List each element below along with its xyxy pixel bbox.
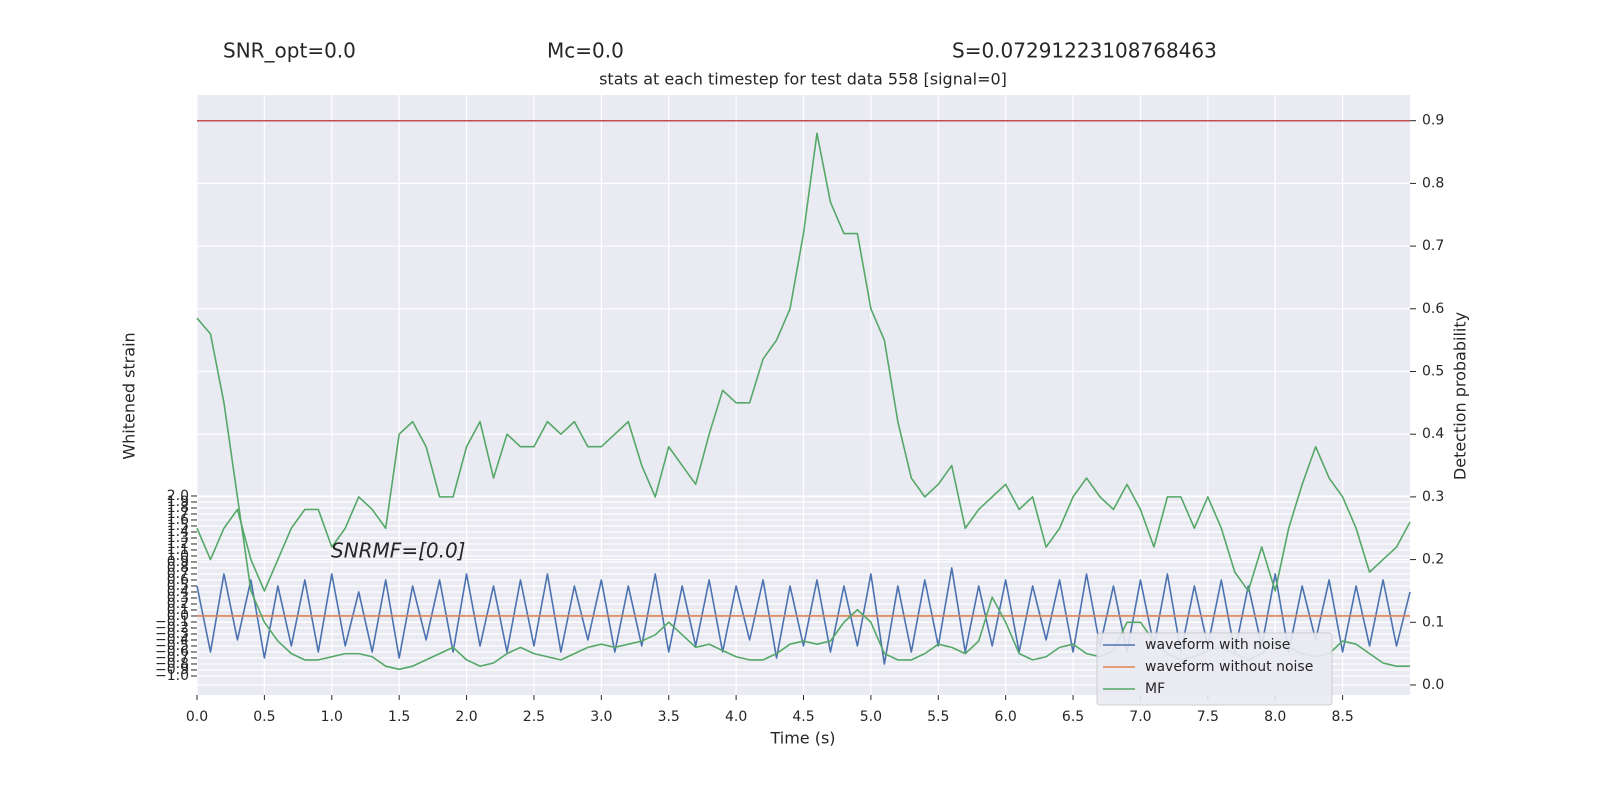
y-tick-label: 1.4 (167, 524, 189, 540)
y-tick-label: 0.5 (167, 578, 189, 594)
y-tick-label: 0.3 (167, 590, 189, 606)
y-tick-label: 0.0 (167, 608, 189, 624)
x-tick-label: 7.0 (1129, 709, 1151, 725)
chart-title: stats at each timestep for test data 558… (599, 70, 1007, 89)
y-tick-label: 1.8 (167, 500, 189, 516)
x-tick-label: 8.0 (1264, 709, 1286, 725)
y2-axis-label: Detection probability (1451, 312, 1470, 480)
y-tick-label: 1.9 (167, 494, 189, 510)
y-tick-label: −0.9 (155, 662, 189, 678)
y-tick-label: 1.3 (167, 530, 189, 546)
labels: SNR_opt=0.0 Mc=0.0 S=0.07291223108768463… (120, 39, 1470, 748)
y2-tick-label: 0.6 (1422, 301, 1444, 317)
y-tick-label: −0.1 (155, 614, 189, 630)
y2-tick-label: 0.1 (1422, 614, 1444, 630)
y-tick-label: 1.5 (167, 518, 189, 534)
y-tick-label: 0.2 (167, 596, 189, 612)
y-tick-label: 0.9 (167, 554, 189, 570)
y-tick-label: −0.5 (155, 638, 189, 654)
legend-label: waveform with noise (1145, 637, 1290, 653)
y-tick-label: 0.7 (167, 566, 189, 582)
y-axis-label: Whitened strain (120, 332, 139, 459)
y-tick-label: 0.8 (167, 560, 189, 576)
x-tick-label: 2.5 (523, 709, 545, 725)
x-tick-label: 2.0 (455, 709, 477, 725)
x-tick-label: 1.0 (321, 709, 343, 725)
y-tick-label: 0.1 (167, 602, 189, 618)
x-tick-label: 5.5 (927, 709, 949, 725)
y-tick-label: 1.1 (167, 542, 189, 558)
y-tick-label: −0.2 (155, 620, 189, 636)
y-tick-label: 1.0 (167, 548, 189, 564)
x-tick-label: 1.5 (388, 709, 410, 725)
legend-box (1096, 632, 1333, 706)
y2-tick-label: 0.3 (1422, 489, 1444, 505)
x-tick-label: 4.5 (792, 709, 814, 725)
x-tick-label: 6.5 (1062, 709, 1084, 725)
legend-label: MF (1145, 681, 1165, 697)
x-tick-label: 6.0 (995, 709, 1017, 725)
y-tick-label: 0.6 (167, 572, 189, 588)
header-mc: Mc=0.0 (547, 39, 624, 63)
y2-tick-label: 0.5 (1422, 363, 1444, 379)
y-tick-label: −0.3 (155, 626, 189, 642)
legend: waveform with noise waveform without nois… (1096, 632, 1333, 706)
header-s: S=0.07291223108768463 (952, 39, 1217, 63)
y2-tick-label: 0.9 (1422, 113, 1444, 129)
y-tick-label: 0.4 (167, 584, 189, 600)
x-tick-label: 0.0 (186, 709, 208, 725)
x-tick-label: 3.5 (658, 709, 680, 725)
y-tick-label: 2.0 (167, 488, 189, 504)
y-tick-label: −0.6 (155, 644, 189, 660)
series-line (196, 132, 1411, 592)
annotation: SNRMF=[0.0] (331, 539, 465, 563)
x-tick-label: 4.0 (725, 709, 747, 725)
y-tick-label: −0.8 (155, 656, 189, 672)
y-tick-label: −1.0 (155, 668, 189, 684)
x-tick-label: 3.0 (590, 709, 612, 725)
y-tick-label: −0.7 (155, 650, 189, 666)
y-tick-label: 1.2 (167, 536, 189, 552)
y-tick-label: 1.7 (167, 506, 189, 522)
legend-label: waveform without noise (1145, 659, 1313, 675)
x-tick-label: 0.5 (253, 709, 275, 725)
y-tick-label: −0.4 (155, 632, 189, 648)
y2-tick-label: 0.7 (1422, 238, 1444, 254)
y2-tick-label: 0.4 (1422, 426, 1444, 442)
y2-tick-label: 0.2 (1422, 552, 1444, 568)
x-tick-label: 7.5 (1197, 709, 1219, 725)
y2-tick-label: 0.8 (1422, 175, 1444, 191)
x-tick-label: 8.5 (1331, 709, 1353, 725)
x-axis-label: Time (s) (769, 729, 835, 748)
x-tick-label: 5.0 (860, 709, 882, 725)
y2-tick-label: 0.0 (1422, 677, 1444, 693)
y-tick-label: 1.6 (167, 512, 189, 528)
header-snr: SNR_opt=0.0 (223, 39, 356, 63)
